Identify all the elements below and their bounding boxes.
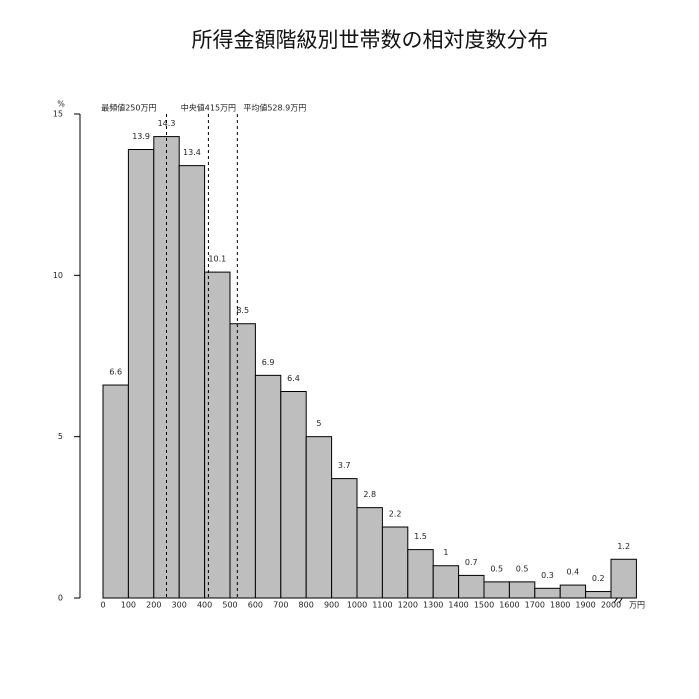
value-label: 3.7 (338, 461, 351, 470)
bar (432, 565, 460, 599)
bar (407, 549, 434, 599)
bar (508, 581, 536, 599)
x-tick-label: 2000 (601, 601, 621, 610)
bar (178, 165, 206, 599)
x-tick-label: 1500 (474, 601, 494, 610)
value-label: 0.2 (592, 574, 605, 583)
x-tick-label: 1300 (423, 601, 443, 610)
x-tick-label: 900 (324, 601, 339, 610)
value-label: 8.5 (236, 306, 249, 315)
value-label: 0.5 (490, 564, 503, 573)
value-label: 1.2 (617, 542, 630, 551)
x-tick-label: 1700 (525, 601, 545, 610)
y-unit: % (57, 100, 65, 109)
x-tick-label: 700 (273, 601, 288, 610)
x-tick-label: 1100 (372, 601, 392, 610)
value-label: 6.9 (262, 358, 275, 367)
bar (280, 390, 307, 599)
x-tick-label: 300 (172, 601, 187, 610)
value-label: 13.4 (183, 148, 201, 157)
value-label: 6.4 (287, 374, 300, 383)
bar (229, 323, 256, 599)
x-tick-label: 1200 (398, 601, 418, 610)
bar (356, 507, 383, 599)
value-label: 13.9 (132, 132, 150, 141)
bar (458, 574, 485, 599)
x-tick-label: 0 (100, 601, 105, 610)
bar (102, 384, 129, 599)
x-tick-label: 500 (222, 601, 237, 610)
x-unit: 万円 (629, 601, 645, 610)
y-tick-label: 5 (58, 432, 63, 441)
value-label: 10.1 (208, 255, 226, 264)
bar (559, 584, 587, 599)
x-tick-label: 1900 (575, 601, 595, 610)
value-label: 14.3 (158, 119, 176, 128)
x-tick-label: 600 (248, 601, 263, 610)
bar (483, 581, 510, 599)
x-tick-label: 800 (299, 601, 314, 610)
x-tick-label: 1000 (347, 601, 367, 610)
bar (254, 374, 282, 599)
x-tick-label: 200 (146, 601, 161, 610)
annotation: 平均値528.9万円 (243, 103, 306, 113)
value-label: 6.6 (109, 368, 122, 377)
bar (585, 591, 612, 599)
value-label: 0.4 (567, 568, 580, 577)
bar (331, 478, 358, 599)
annotation: 中央値415万円 (181, 103, 236, 113)
value-label: 5 (316, 419, 321, 428)
value-label: 1 (443, 548, 448, 557)
value-label: 2.8 (363, 490, 376, 499)
chart-title: 所得金額階級別世帯数の相対度数分布 (192, 28, 549, 52)
x-tick-label: 1800 (550, 601, 570, 610)
bar (610, 558, 637, 599)
y-tick-label: 15 (53, 110, 63, 119)
bar (381, 526, 409, 599)
x-tick-label: 400 (197, 601, 212, 610)
y-tick-label: 10 (53, 271, 63, 280)
x-tick-label: 1600 (499, 601, 519, 610)
x-tick-label: 100 (121, 601, 136, 610)
bar (305, 436, 333, 599)
value-label: 0.3 (541, 571, 554, 580)
y-tick-label: 0 (58, 594, 63, 603)
value-label: 2.2 (389, 510, 402, 519)
value-label: 0.7 (465, 558, 478, 567)
annotation: 最頻値250万円 (101, 103, 156, 113)
x-tick-label: 1400 (448, 601, 468, 610)
value-label: 1.5 (414, 532, 427, 541)
bar (534, 587, 561, 599)
value-label: 0.5 (516, 564, 529, 573)
bar (127, 148, 155, 599)
